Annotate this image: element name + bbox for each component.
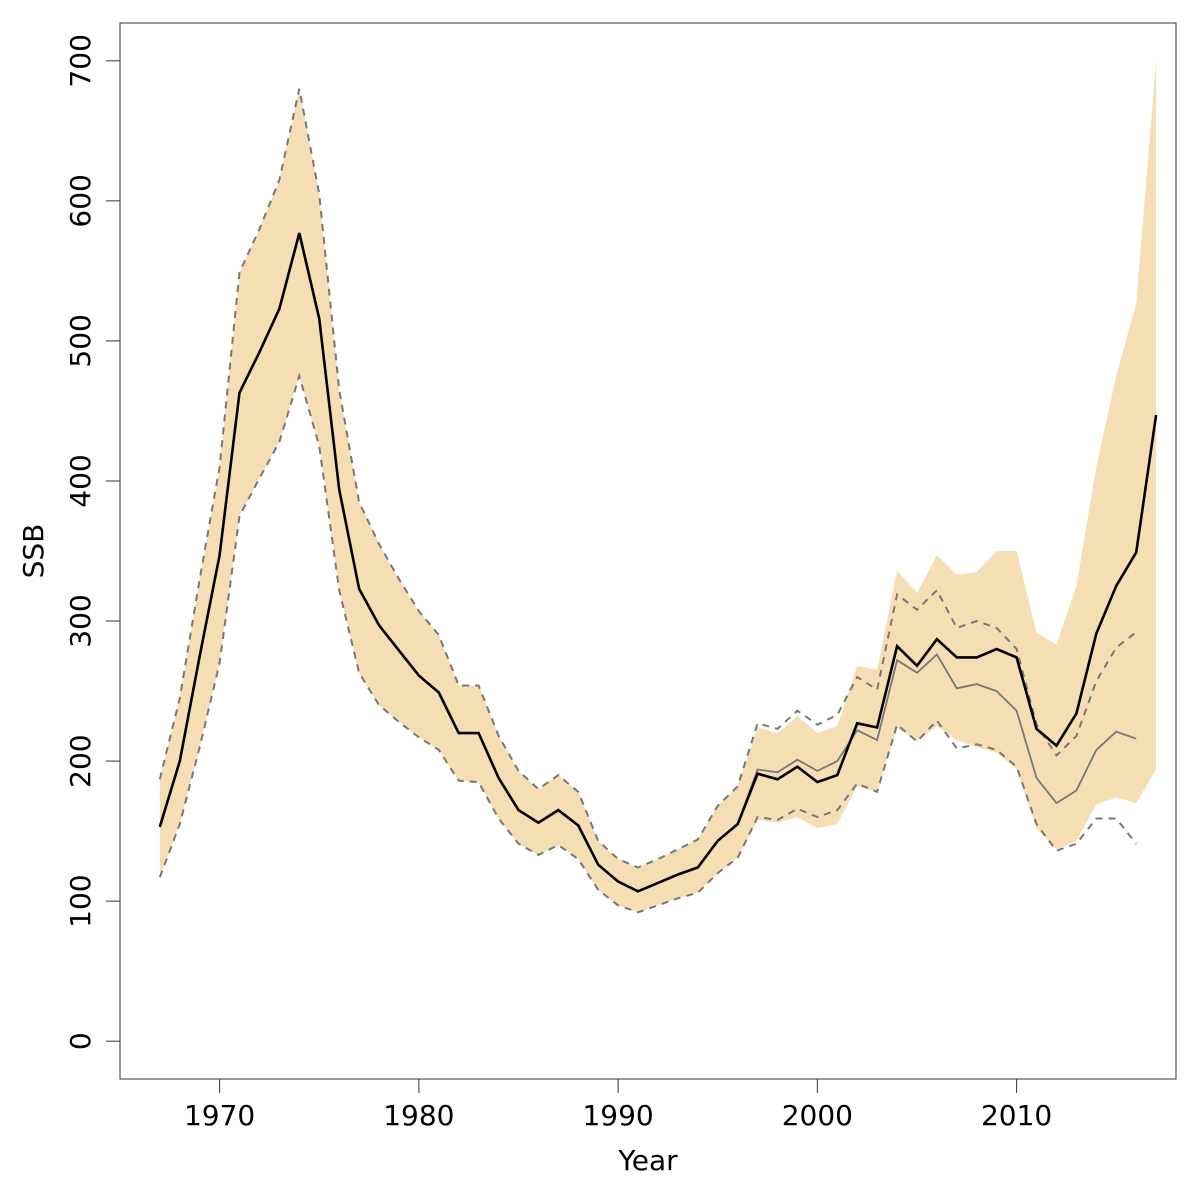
confidence-band — [159, 60, 1157, 913]
x-tick-label: 1980 — [383, 1099, 454, 1132]
ssb-estimate-line — [158, 232, 1158, 893]
x-tick-label: 2010 — [981, 1099, 1052, 1132]
y-tick-label: 0 — [64, 1032, 97, 1050]
y-tick-label: 700 — [64, 34, 97, 87]
y-axis-title: SSB — [17, 524, 50, 579]
y-tick-label: 200 — [64, 734, 97, 787]
y-tick-label: 600 — [64, 174, 97, 227]
x-tick-label: 2000 — [782, 1099, 853, 1132]
x-axis-title: Year — [617, 1144, 678, 1177]
y-tick-label: 500 — [64, 314, 97, 367]
retro-upper-line — [158, 88, 1137, 869]
y-tick-label: 400 — [64, 454, 97, 507]
x-tick-label: 1970 — [184, 1099, 255, 1132]
y-tick-label: 300 — [64, 594, 97, 647]
x-tick-label: 1990 — [582, 1099, 653, 1132]
y-tick-label: 100 — [64, 874, 97, 927]
